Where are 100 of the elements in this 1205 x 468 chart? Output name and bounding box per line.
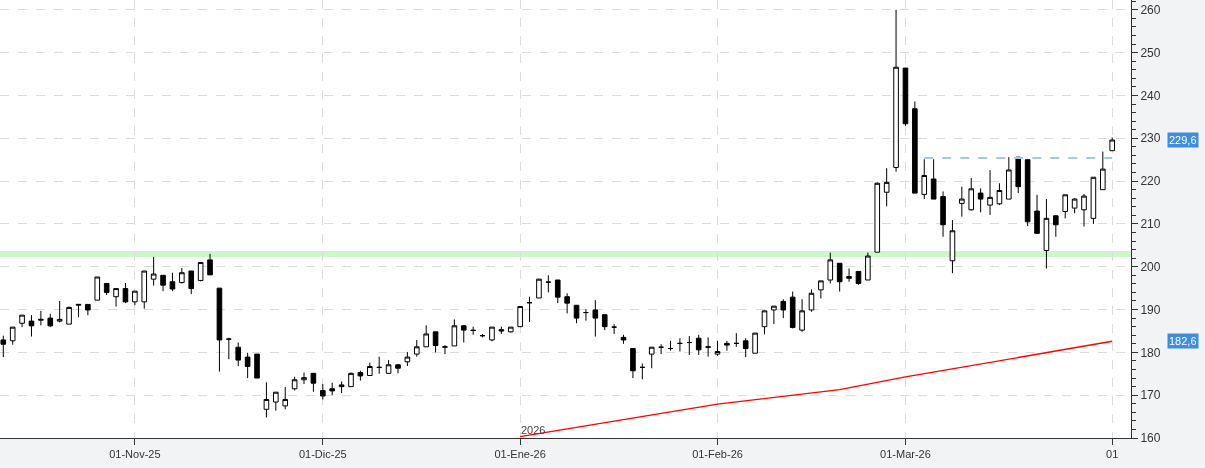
candlestick xyxy=(517,306,523,328)
candlestick xyxy=(357,370,364,382)
candlestick xyxy=(254,353,260,379)
candlestick xyxy=(216,287,223,373)
candlestick xyxy=(376,356,382,375)
candlestick xyxy=(169,272,176,292)
candlestick xyxy=(47,313,54,328)
candlestick xyxy=(489,326,495,342)
candlestick xyxy=(432,331,439,353)
candlestick xyxy=(0,335,7,358)
candlestick xyxy=(1100,151,1106,191)
candlestick xyxy=(197,261,204,282)
candlestick xyxy=(921,158,928,200)
candlestick xyxy=(244,352,251,379)
candlestick xyxy=(959,186,965,218)
candlestick xyxy=(188,270,195,295)
candlestick xyxy=(460,324,467,344)
candlestick xyxy=(836,262,843,293)
candlestick xyxy=(56,300,63,323)
candlestick xyxy=(329,382,336,396)
candlestick xyxy=(639,363,646,380)
candlestick xyxy=(470,326,476,336)
y-tick-label: 220 xyxy=(1140,174,1161,189)
annotation: 2026 xyxy=(521,424,546,436)
candlestick xyxy=(103,282,110,296)
y-tick-label: 210 xyxy=(1140,217,1161,232)
candlestick xyxy=(780,298,787,319)
candlestick xyxy=(320,383,326,400)
candlestick xyxy=(968,177,975,212)
candlestick xyxy=(949,219,956,274)
candlestick xyxy=(38,310,44,326)
candlestick xyxy=(846,267,852,283)
line-series xyxy=(519,340,1113,438)
candlestick xyxy=(1006,156,1012,200)
candlestick xyxy=(1090,176,1097,225)
candlestick xyxy=(28,314,35,338)
candlestick xyxy=(667,340,674,352)
candlestick xyxy=(761,310,768,335)
y-tick-label: 170 xyxy=(1140,388,1161,403)
candlestick xyxy=(865,252,871,281)
candlestick xyxy=(695,334,702,356)
candlestick xyxy=(799,298,805,333)
candlestick xyxy=(554,279,561,304)
candlestick xyxy=(94,276,101,301)
candlestick xyxy=(573,304,580,324)
candlestick xyxy=(658,343,664,355)
candlestick xyxy=(545,274,552,293)
candlestick xyxy=(742,337,749,358)
candlestick xyxy=(385,359,392,374)
y-tick-label: 230 xyxy=(1140,131,1161,146)
candlestick xyxy=(310,372,317,393)
candlestick xyxy=(423,324,429,348)
candlestick xyxy=(874,181,881,253)
candlestick xyxy=(789,291,796,329)
candlestick xyxy=(1024,159,1031,227)
candlestick xyxy=(282,386,289,410)
candlestick xyxy=(808,288,815,313)
x-tick-label: 01 xyxy=(1106,448,1119,461)
y-tick-label: 240 xyxy=(1140,88,1161,103)
candlestick xyxy=(442,344,448,355)
candlestick xyxy=(592,299,599,338)
y-tick-label: 260 xyxy=(1140,3,1161,18)
candlestick xyxy=(677,337,683,353)
candlestick xyxy=(507,326,514,334)
candlestick xyxy=(66,306,72,325)
candlestick xyxy=(291,376,298,391)
candlestick xyxy=(1071,197,1078,214)
candlestick xyxy=(686,335,693,356)
candlestick xyxy=(141,270,148,310)
text: 229,6 xyxy=(1169,134,1197,146)
candlestick xyxy=(113,288,119,308)
candlestick xyxy=(818,280,824,299)
candlestick xyxy=(179,267,185,284)
y-tick-label: 180 xyxy=(1140,345,1161,360)
x-tick-label: 01-Ene-26 xyxy=(494,448,546,461)
candlestick xyxy=(630,348,636,379)
candlestick xyxy=(9,326,16,346)
text: 182,6 xyxy=(1169,335,1197,347)
candlestick xyxy=(1053,214,1059,238)
candlestick xyxy=(1081,193,1087,227)
candlestick xyxy=(893,9,899,173)
candlestick xyxy=(366,362,373,376)
candlestick xyxy=(404,351,411,367)
candlestick xyxy=(19,314,25,328)
candlestick xyxy=(395,363,401,374)
candlestick xyxy=(413,339,420,358)
y-tick-label: 160 xyxy=(1140,431,1161,446)
x-tick-label: 01-Feb-26 xyxy=(692,448,743,461)
candlestick xyxy=(1043,198,1050,269)
y-tick-label: 250 xyxy=(1140,45,1161,60)
candlestick xyxy=(1062,194,1069,219)
candlestick xyxy=(987,169,993,216)
candlestick xyxy=(648,346,655,369)
candlestick xyxy=(724,340,730,352)
candlestick xyxy=(536,278,542,299)
candlestick xyxy=(996,182,1003,206)
candlestick xyxy=(620,334,627,345)
candlestick xyxy=(263,381,270,418)
y-tick-label: 200 xyxy=(1140,259,1161,274)
candlestick xyxy=(207,253,213,276)
